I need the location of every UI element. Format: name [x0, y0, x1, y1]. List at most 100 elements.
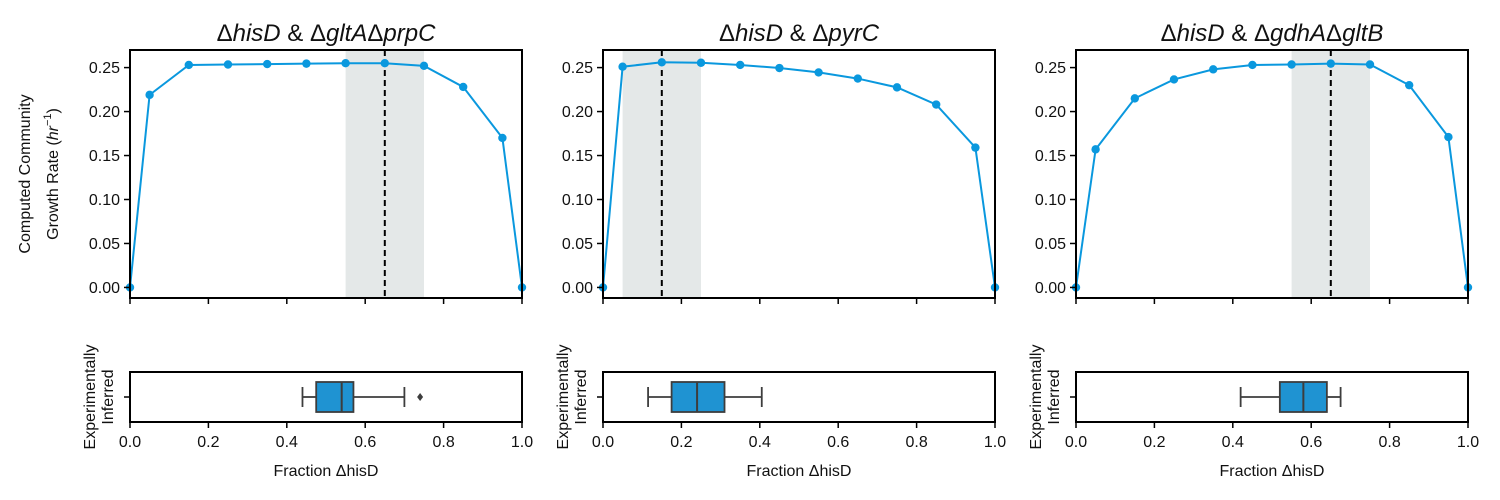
y-tick-label: 0.20: [562, 104, 593, 121]
panel-title-part: & Δ: [1225, 20, 1270, 47]
plot-frame: [1075, 49, 1469, 299]
box-y-label-line1: Experimentally: [1028, 345, 1045, 450]
box-y-label-line2: Inferred: [100, 369, 117, 424]
panel-title: ΔhisD & ΔgdhAΔgltB: [1161, 20, 1384, 47]
panel-3: ΔhisD & ΔgdhAΔgltB0.000.050.100.150.200.…: [1028, 20, 1479, 480]
y-tick-label: 0.05: [562, 236, 593, 253]
x-tick-label: 0.8: [905, 434, 927, 451]
panel-title-part: Δ: [719, 20, 735, 47]
panel-title-part: Δ: [1326, 20, 1342, 47]
x-tick-label: 0.2: [1143, 434, 1165, 451]
x-tick-label: 0.2: [670, 434, 692, 451]
growth-rate-point: [223, 60, 233, 69]
y-tick-label: 0.15: [89, 148, 120, 165]
x-tick-label: 0.8: [1378, 434, 1400, 451]
growth-rate-point: [263, 59, 272, 69]
growth-rate-point: [498, 133, 507, 143]
panel-title-part: Δ: [1161, 20, 1177, 47]
growth-rate-point: [1405, 80, 1414, 90]
y-tick-label: 0.25: [562, 60, 593, 77]
growth-rate-point: [184, 60, 193, 70]
panel-2: ΔhisD & ΔpyrC 0.00 0.05 0.10 0.15 0.20 0.25 Exp…: [555, 20, 1006, 480]
panel-title-part: gdhA: [1270, 20, 1326, 47]
panel-title-part: Δ: [217, 20, 233, 47]
growth-rate-point: [1091, 145, 1100, 154]
panel-title-part: Δ: [367, 20, 383, 47]
growth-rate-point: [1444, 132, 1453, 142]
x-tick-label: 1.0: [511, 434, 533, 451]
growth-rate-point: [1287, 60, 1296, 69]
growth-rate-point: [419, 61, 429, 71]
y-tick-label: 0.15: [562, 148, 593, 165]
panel-title-part: prpC: [382, 20, 436, 47]
x-tick-label: 0.6: [827, 434, 849, 451]
growth-rate-point: [1209, 65, 1218, 74]
plot-frame: [602, 49, 996, 299]
x-tick-label: 0.4: [1222, 434, 1244, 451]
growth-rate-point: [145, 90, 154, 100]
growth-rate-point: [1248, 60, 1257, 70]
plot-frame: [129, 49, 523, 299]
x-tick-label: 0.0: [1065, 434, 1087, 451]
growth-rate-point: [618, 62, 627, 71]
box-y-label-line1: Experimentally: [555, 345, 572, 450]
panel-title-part: & Δ: [783, 20, 828, 47]
box-outlier: [417, 393, 424, 401]
growth-rate-point: [696, 58, 706, 67]
x-tick-label: 0.6: [1300, 434, 1322, 451]
growth-rate-point: [932, 100, 941, 109]
growth-rate-point: [736, 60, 745, 70]
x-tick-label: 1.0: [984, 434, 1006, 451]
x-axis-label: Fraction ΔhisD: [274, 463, 379, 480]
y-tick-label: 0.25: [1035, 60, 1066, 77]
panel-title-part: hisD: [233, 20, 281, 47]
y-tick-label: 0.20: [1035, 104, 1066, 121]
box-y-label-line2: Inferred: [573, 369, 590, 424]
x-tick-label: 0.0: [592, 434, 614, 451]
y-tick-label: 0.00: [89, 280, 120, 297]
panel-title: ΔhisD & ΔgltAΔprpC: [217, 20, 437, 47]
x-tick-label: 0.6: [354, 434, 376, 451]
x-tick-label: 1.0: [1457, 434, 1479, 451]
growth-rate-point: [971, 143, 980, 152]
y-tick-label: 0.10: [1035, 192, 1066, 209]
growth-rate-point: [302, 59, 311, 68]
growth-rate-point: [892, 83, 902, 92]
y-tick-label: 0.10: [562, 192, 593, 209]
x-tick-label: 0.0: [119, 434, 141, 451]
growth-rate-series-line: [1075, 62, 1469, 288]
panel-1: ΔhisD & ΔgltAΔprpC 0.00 0.05 0.10 0.15 0.20 0.…: [82, 20, 533, 480]
growth-rate-point: [1130, 94, 1140, 103]
x-axis-label: Fraction ΔhisD: [747, 463, 852, 480]
x-axis-label: Fraction ΔhisD: [1220, 463, 1325, 480]
y-tick-label: 0.10: [89, 192, 120, 209]
growth-rate-series-line: [129, 62, 523, 288]
growth-rate-point: [1326, 59, 1336, 68]
y-axis-label: Computed Community Growth Rate (hr−1): [17, 94, 62, 253]
panel-title-part: gltB: [1342, 20, 1383, 47]
panel-title-part: hisD: [735, 20, 783, 47]
growth-rate-point: [814, 68, 823, 77]
box-iqr: [315, 381, 355, 413]
y-tick-label: 0.20: [89, 104, 120, 121]
y-tick-label: 0.05: [89, 236, 120, 253]
x-tick-label: 0.2: [197, 434, 219, 451]
growth-rate-point: [1169, 75, 1179, 84]
y-tick-label: 0.00: [1035, 280, 1066, 297]
growth-rate-point: [380, 58, 389, 68]
panel-title-part: pyrC: [827, 20, 879, 47]
panel-title-part: hisD: [1177, 20, 1225, 47]
panel-title: ΔhisD & ΔpyrC: [719, 20, 880, 47]
growth-rate-point: [341, 58, 350, 68]
y-axis-label-line1: Computed Community: [17, 94, 34, 253]
growth-rate-point: [459, 82, 468, 92]
y-tick-label: 0.25: [89, 60, 120, 77]
y-tick-label: 0.15: [1035, 148, 1066, 165]
growth-rate-point: [853, 74, 862, 83]
box-y-label-line1: Experimentally: [82, 345, 99, 450]
panel-title-part: & Δ: [281, 20, 326, 47]
x-tick-label: 0.8: [432, 434, 454, 451]
y-axis-label-line2: Growth Rate (hr−1): [42, 108, 62, 240]
x-tick-label: 0.4: [749, 434, 771, 451]
